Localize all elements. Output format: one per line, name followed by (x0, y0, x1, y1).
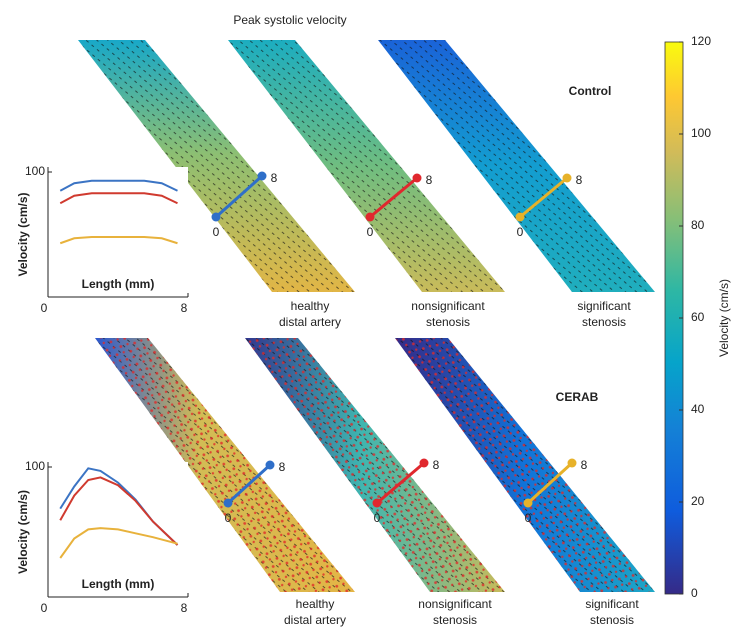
profile-end-label: 8 (426, 173, 433, 187)
profile-start-label: 0 (367, 225, 374, 239)
profile-end-label: 8 (576, 173, 583, 187)
profile-start (373, 499, 382, 508)
profile-start-label: 0 (225, 511, 232, 525)
panel-label: distal artery (284, 613, 346, 627)
x-tick-label: 8 (181, 301, 188, 315)
figure: Peak systolic velocity 0 8 healthy distal a… (0, 0, 741, 631)
y-axis-title: Velocity (cm/s) (16, 490, 30, 574)
panel-label: stenosis (590, 613, 634, 627)
profile-end (413, 174, 422, 183)
profile-start-label: 0 (213, 225, 220, 239)
profile-end (266, 461, 275, 470)
profile-start (516, 213, 525, 222)
profile-end-label: 8 (581, 458, 588, 472)
colorbar-tick-label: 0 (691, 586, 698, 600)
panel-label: healthy (296, 597, 335, 611)
row-label: CERAB (556, 390, 599, 404)
colorbar-title: Velocity (cm/s) (717, 279, 731, 357)
profile-end (568, 459, 577, 468)
x-axis-title: Length (mm) (82, 577, 155, 591)
figure-title: Peak systolic velocity (233, 13, 346, 27)
profile-end (258, 172, 267, 181)
colorbar-tick-label: 100 (691, 126, 711, 140)
panel-label: distal artery (279, 315, 341, 329)
colorbar-tick-label: 80 (691, 218, 705, 232)
x-tick-label: 0 (41, 601, 48, 615)
y-axis-title: Velocity (cm/s) (16, 192, 30, 276)
panel-label: stenosis (433, 613, 477, 627)
panel-label: nonsignificant (418, 597, 492, 611)
panel-label: nonsignificant (411, 299, 485, 313)
profile-start (224, 499, 233, 508)
panel-label: healthy (291, 299, 330, 313)
panel-label: stenosis (426, 315, 470, 329)
profile-start-label: 0 (517, 225, 524, 239)
profile-end-label: 8 (433, 458, 440, 472)
profile-start-label: 0 (374, 511, 381, 525)
y-tick-label: 100 (25, 459, 45, 473)
profile-start-label: 0 (525, 511, 532, 525)
colorbar-tick-label: 60 (691, 310, 705, 324)
x-axis-title: Length (mm) (82, 277, 155, 291)
colorbar-tick-label: 120 (691, 34, 711, 48)
y-tick-label: 100 (25, 164, 45, 178)
x-tick-label: 0 (41, 301, 48, 315)
row-label: Control (569, 84, 612, 98)
panel-label: stenosis (582, 315, 626, 329)
profile-end-label: 8 (279, 460, 286, 474)
profile-end (563, 174, 572, 183)
panel-label: significant (577, 299, 631, 313)
profile-end (420, 459, 429, 468)
panel-label: significant (585, 597, 639, 611)
profile-start (524, 499, 533, 508)
colorbar-tick-label: 20 (691, 494, 705, 508)
profile-start (212, 213, 221, 222)
profile-end-label: 8 (271, 171, 278, 185)
x-tick-label: 8 (181, 601, 188, 615)
colorbar-tick-label: 40 (691, 402, 705, 416)
profile-start (366, 213, 375, 222)
